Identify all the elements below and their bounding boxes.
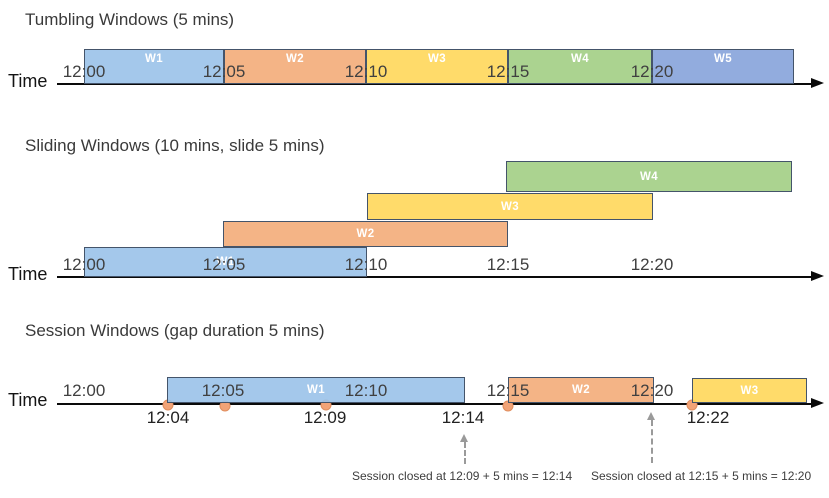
tick-label: 12:10: [344, 62, 388, 81]
sliding-window-w2: W2: [223, 221, 508, 247]
window-label: W2: [356, 228, 375, 240]
tick-label: 12:20: [630, 62, 674, 81]
window-label: W1: [216, 256, 235, 268]
tick-label: 12:20: [630, 381, 674, 400]
event-time-label: 12:14: [441, 408, 485, 427]
tumbling-window-w3: W3: [366, 49, 508, 84]
session-time-axis: [57, 403, 814, 405]
session-axis-arrowhead-icon: [811, 398, 824, 408]
event-time-label: 12:22: [686, 408, 730, 427]
sliding-section-title: Sliding Windows (10 mins, slide 5 mins): [25, 136, 325, 155]
tumbling-window-w2: W2: [224, 49, 366, 84]
sliding-axis-arrowhead-icon: [811, 271, 824, 281]
session-time-axis-label: Time: [8, 390, 48, 410]
annotation-arrow-line: [464, 442, 466, 464]
window-label: W2: [285, 53, 305, 65]
session-closed-annotation: Session closed at 12:09 + 5 mins = 12:14: [352, 469, 573, 483]
window-label: W1: [144, 53, 164, 65]
sliding-window-w1: W1: [84, 247, 367, 277]
sliding-time-axis-label: Time: [8, 264, 48, 284]
tumbling-time-axis: [57, 83, 814, 85]
tick-label: 12:05: [202, 255, 246, 274]
tick-label: 12:05: [202, 62, 246, 81]
tumbling-section-title: Tumbling Windows (5 mins): [25, 10, 235, 29]
session-window-w2: W2: [508, 377, 654, 403]
session-window-w1: W1: [167, 377, 465, 403]
tumbling-window-w5: W5: [652, 49, 794, 84]
tick-label: 12:10: [344, 381, 388, 400]
window-label: W3: [500, 200, 520, 213]
window-label: W5: [713, 53, 733, 65]
event-time-label: 12:09: [303, 408, 347, 427]
window-label: W4: [639, 170, 659, 183]
annotation-arrow-icon: [647, 412, 655, 420]
session-section-title: Session Windows (gap duration 5 mins): [25, 321, 325, 340]
tick-label: 12:00: [62, 255, 106, 274]
annotation-arrow-line: [651, 420, 653, 463]
tick-label: 12:15: [486, 255, 530, 274]
sliding-window-w3: W3: [367, 193, 653, 220]
tick-label: 12:05: [201, 381, 245, 400]
tick-label: 12:15: [486, 381, 530, 400]
window-label: W3: [427, 53, 447, 65]
tick-label: 12:00: [62, 381, 106, 400]
window-label: W3: [740, 384, 759, 397]
sliding-time-axis: [57, 276, 814, 278]
session-closed-annotation: Session closed at 12:15 + 5 mins = 12:20: [591, 469, 812, 483]
event-time-label: 12:04: [146, 408, 190, 427]
tumbling-axis-arrowhead-icon: [811, 78, 824, 88]
sliding-window-w4: W4: [506, 161, 792, 192]
tick-label: 12:10: [344, 255, 388, 274]
annotation-arrow-icon: [460, 434, 468, 442]
tumbling-window-w4: W4: [508, 49, 652, 84]
session-window-w3: W3: [692, 378, 807, 403]
tumbling-time-axis-label: Time: [8, 71, 48, 91]
window-label: W2: [571, 384, 591, 396]
tick-label: 12:20: [630, 255, 674, 274]
window-label: W1: [306, 384, 326, 396]
window-label: W4: [570, 53, 590, 65]
tick-label: 12:00: [62, 62, 106, 81]
tumbling-window-w1: W1: [84, 49, 224, 84]
tick-label: 12:15: [486, 62, 530, 81]
